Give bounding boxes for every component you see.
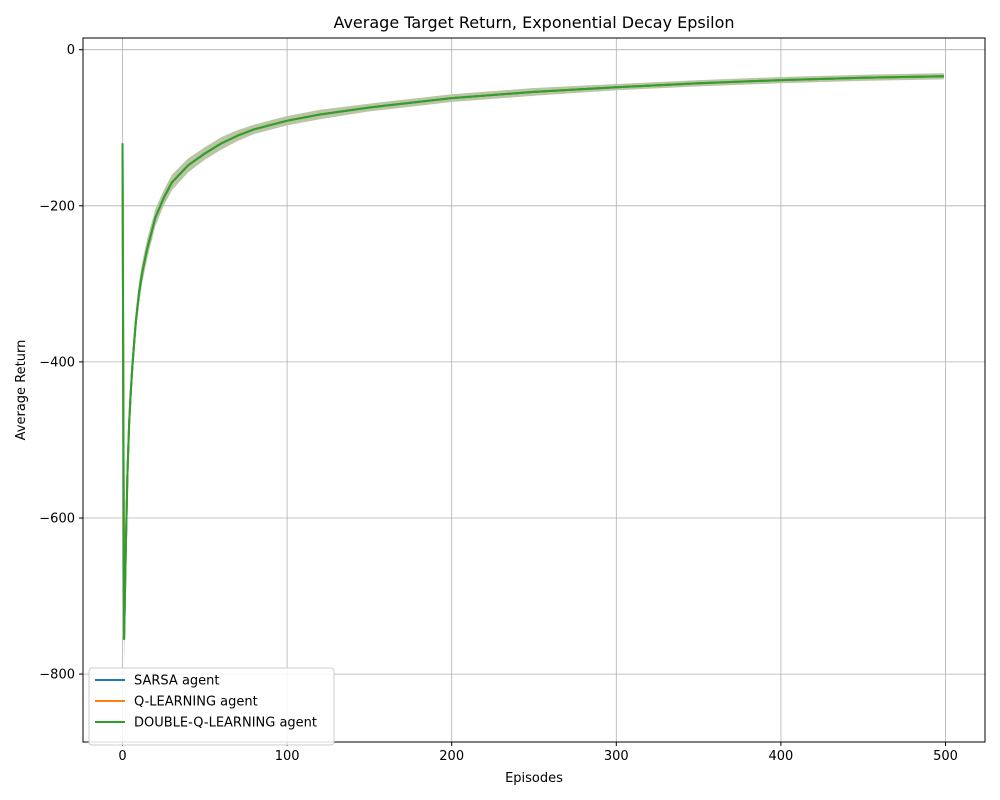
series-line [121, 75, 944, 640]
y-tick-label: 0 [67, 43, 75, 58]
y-tick-label: −600 [39, 512, 75, 527]
y-tick-label: −400 [39, 355, 75, 370]
y-tick-label: −800 [39, 668, 75, 683]
x-tick-label: 0 [118, 749, 126, 764]
x-tick-label: 400 [768, 749, 793, 764]
series-line [121, 75, 944, 640]
series-lines [121, 75, 944, 640]
x-tick-label: 200 [439, 749, 464, 764]
plot-frame [82, 37, 986, 743]
legend-label: SARSA agent [134, 674, 220, 689]
legend-label: DOUBLE-Q-LEARNING agent [134, 716, 317, 731]
x-tick-label: 100 [275, 749, 300, 764]
x-axis-title: Episodes [505, 771, 563, 786]
confidence-bands [122, 73, 944, 667]
confidence-band [122, 73, 944, 667]
axis-ticks: 0 100 200 300 400 500 0 −200 −400 −600 −800 [39, 43, 958, 764]
x-tick-label: 300 [604, 749, 629, 764]
legend-box [88, 667, 335, 746]
legend-label: Q-LEARNING agent [134, 695, 258, 710]
chart-title: Average Target Return, Exponential Decay… [333, 13, 734, 32]
series-line [121, 75, 944, 640]
x-tick-label: 500 [933, 749, 958, 764]
legend: SARSA agent Q-LEARNING agent DOUBLE-Q-LEAR… [88, 667, 335, 746]
y-tick-label: −200 [39, 199, 75, 214]
y-axis-title: Average Return [14, 340, 29, 441]
